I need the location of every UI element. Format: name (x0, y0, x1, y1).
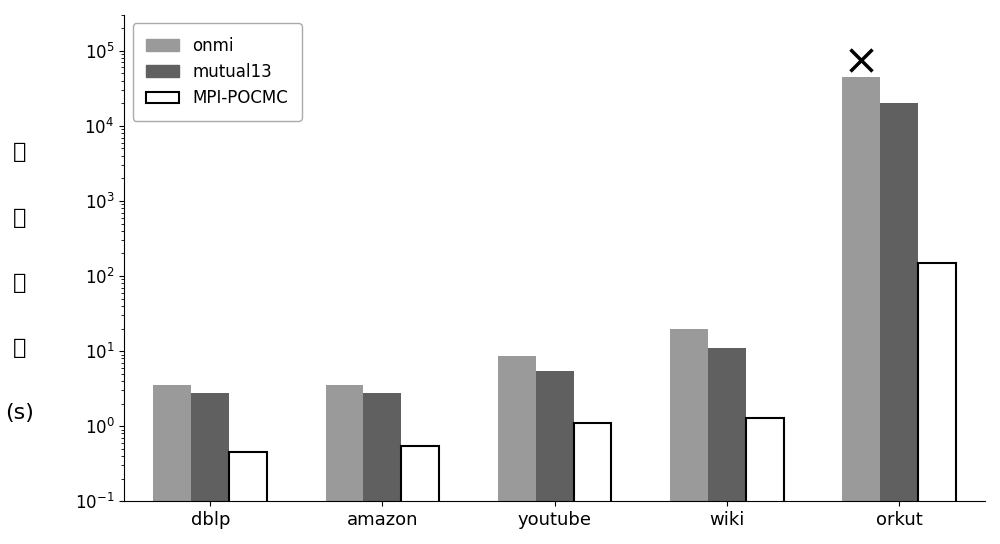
Bar (229, 452, 267, 544)
Bar (708, 348, 746, 544)
Text: 执: 执 (13, 143, 27, 162)
Bar (326, 385, 363, 544)
Bar (191, 393, 229, 544)
Bar (363, 393, 401, 544)
Bar (574, 423, 611, 544)
Bar (746, 418, 784, 544)
Text: 行: 行 (13, 208, 27, 227)
Bar (670, 329, 708, 544)
Bar (153, 385, 191, 544)
Bar (880, 103, 918, 544)
Bar (536, 370, 574, 544)
Bar (842, 77, 880, 544)
Bar (498, 356, 536, 544)
Text: (s): (s) (6, 404, 34, 423)
Legend: onmi, mutual13, MPI-POCMC: onmi, mutual13, MPI-POCMC (133, 23, 302, 121)
Text: 间: 间 (13, 338, 27, 358)
Bar (918, 263, 956, 544)
Bar (401, 446, 439, 544)
Text: 时: 时 (13, 273, 27, 293)
